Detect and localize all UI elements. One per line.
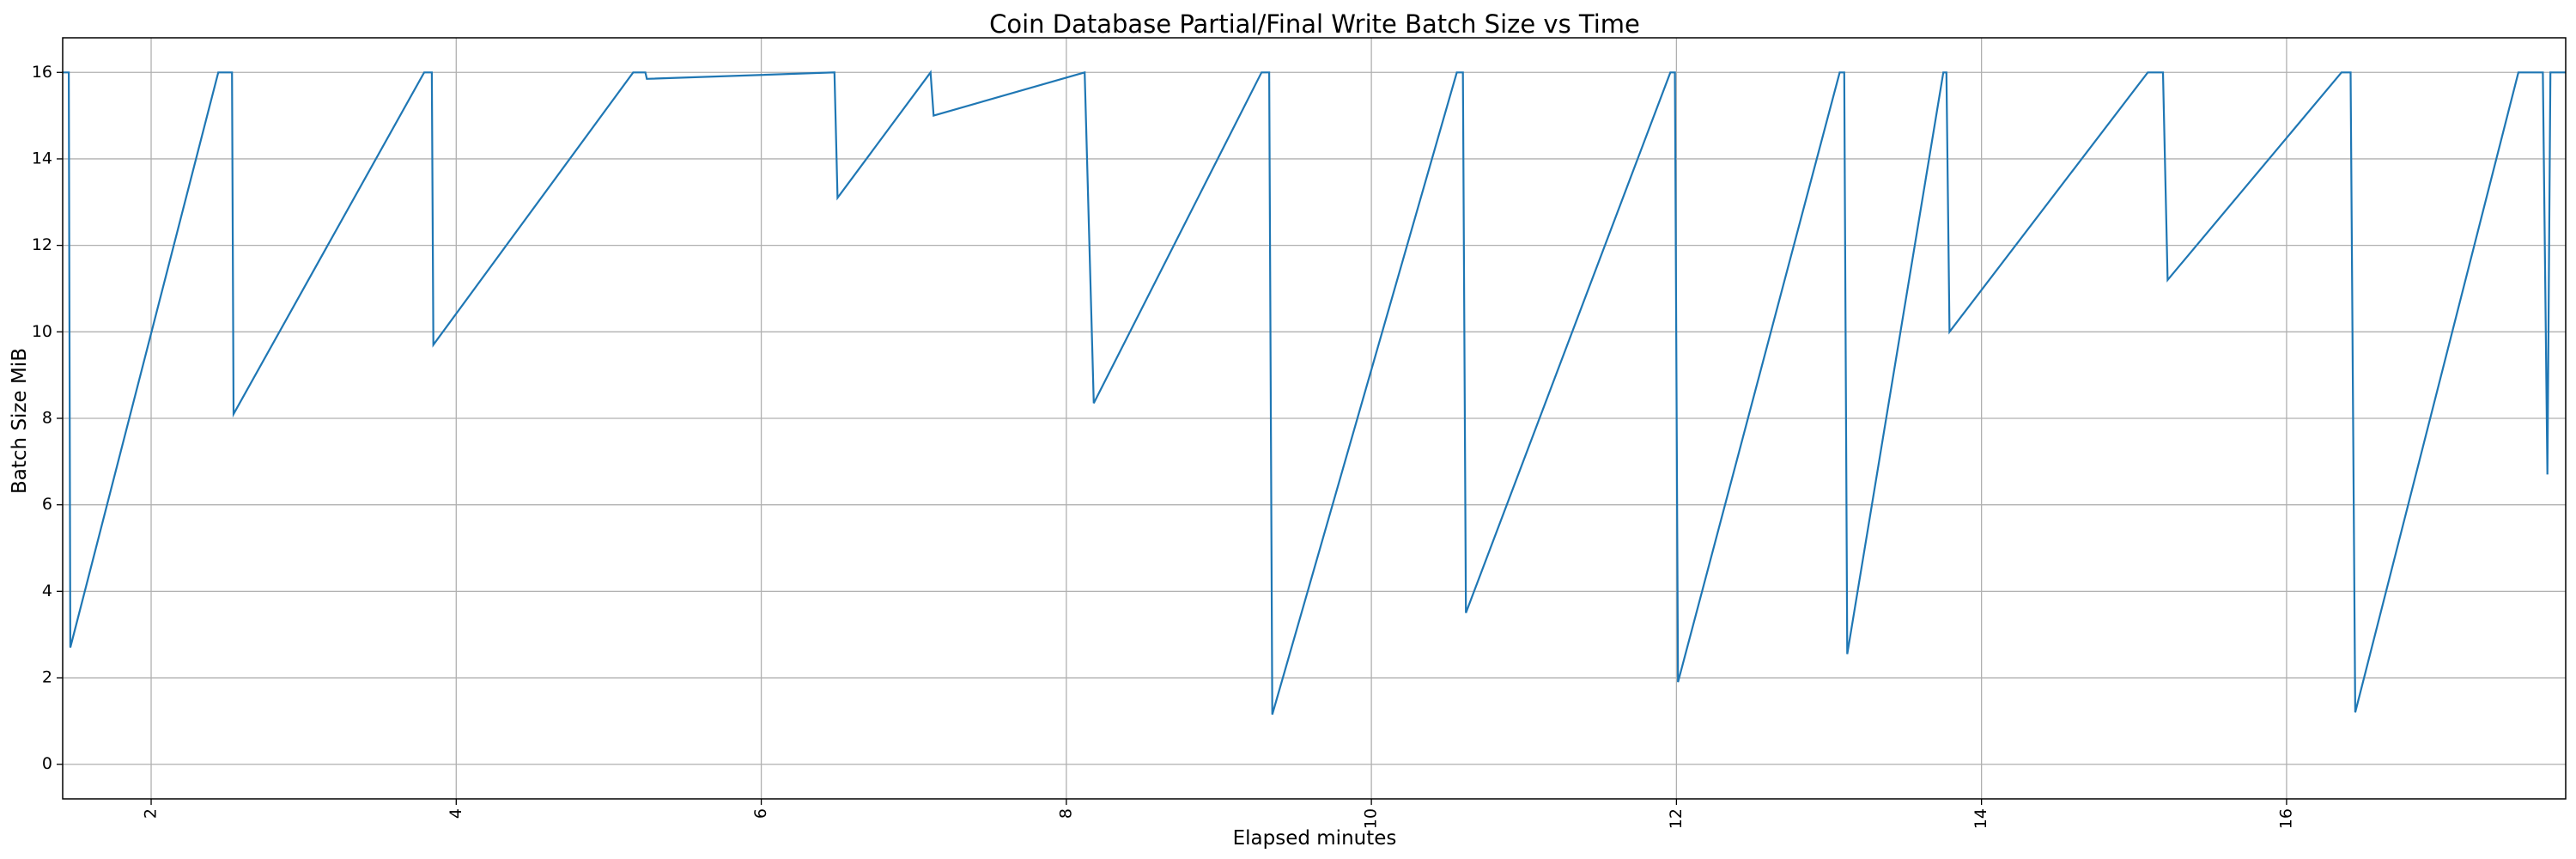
y-tick-label: 2: [42, 668, 52, 687]
x-tick-label: 16: [2276, 808, 2295, 829]
y-tick-label: 10: [32, 322, 52, 341]
chart-title: Coin Database Partial/Final Write Batch …: [989, 9, 1640, 39]
x-tick-label: 14: [1971, 808, 1990, 829]
y-tick-label: 16: [32, 63, 52, 82]
x-tick-label: 12: [1667, 808, 1686, 829]
x-tick-label: 10: [1362, 808, 1381, 829]
grid-layer: [63, 38, 2566, 799]
y-tick-label: 6: [42, 495, 52, 514]
y-tick-label: 14: [32, 149, 52, 168]
tick-layer: 2 4 6 8 10 12 14 16 0 2 4 6 8 10 12 14 16: [32, 63, 2296, 829]
batch-size-series-line: [63, 70, 2566, 716]
x-tick-label: 8: [1056, 808, 1075, 819]
y-tick-label: 12: [32, 235, 52, 254]
x-tick-label: 2: [142, 808, 161, 819]
x-axis-label: Elapsed minutes: [1233, 827, 1397, 850]
y-tick-label: 8: [42, 409, 52, 428]
x-tick-label: 6: [751, 808, 770, 819]
y-tick-label: 4: [42, 582, 52, 600]
x-tick-label: 4: [447, 808, 465, 819]
y-axis-label: Batch Size MiB: [9, 348, 31, 494]
y-tick-label: 0: [42, 754, 52, 773]
